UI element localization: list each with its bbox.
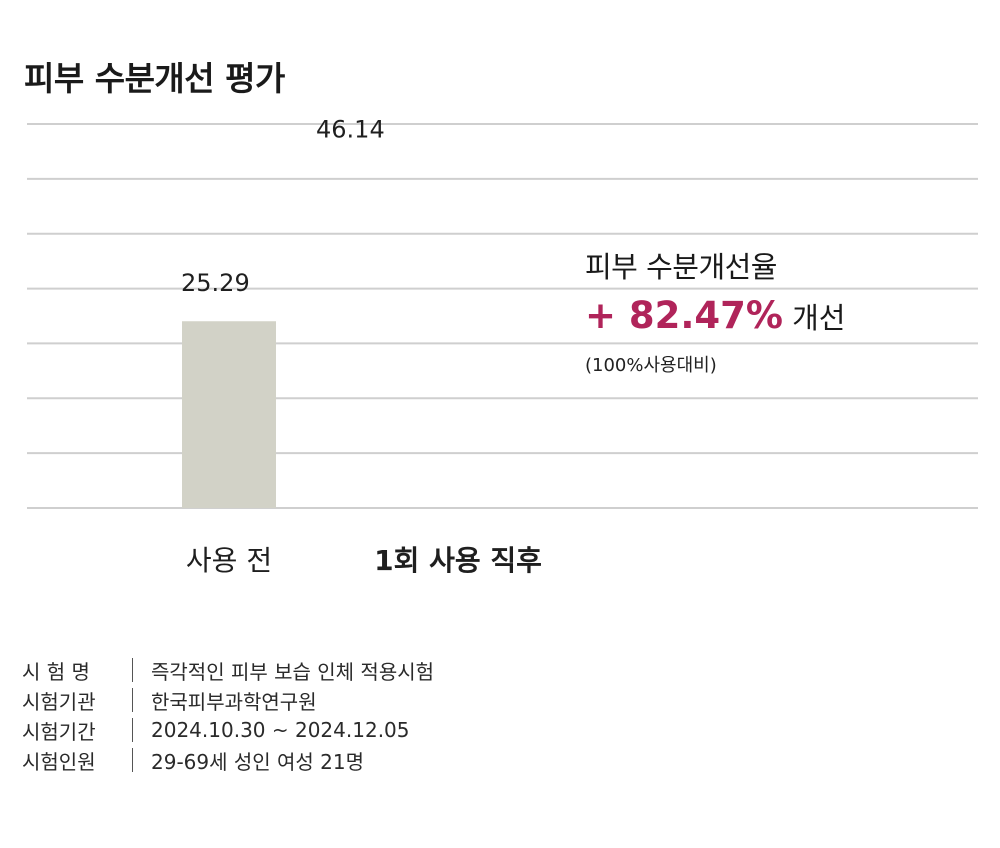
info-divider bbox=[132, 748, 133, 772]
info-row: 시험인원 29-69세 성인 여성 21명 bbox=[22, 745, 434, 775]
callout-row: + 82.47% 개선 bbox=[585, 294, 845, 337]
callout-note: (100%사용대비) bbox=[585, 355, 717, 376]
improvement-percent: + 82.47% bbox=[585, 294, 783, 337]
info-value: 2024.10.30 ~ 2024.12.05 bbox=[151, 718, 410, 742]
page-title: 피부 수분개선 평가 bbox=[24, 59, 285, 98]
info-key: 시 험 명 bbox=[22, 659, 90, 684]
improvement-callout: 피부 수분개선율 + 82.47% 개선 (100%사용대비) bbox=[585, 244, 845, 377]
info-value: 한국피부과학연구원 bbox=[151, 689, 317, 714]
category-label: 사용 전 bbox=[186, 544, 272, 577]
callout-title: 피부 수분개선율 bbox=[585, 250, 777, 284]
info-row: 시험기관 한국피부과학연구원 bbox=[22, 685, 434, 715]
info-value: 29-69세 성인 여성 21명 bbox=[151, 749, 365, 774]
info-divider bbox=[132, 688, 133, 712]
bar-before bbox=[182, 321, 276, 508]
bar-chart: 25.29 사용 전 46.14 1회 사용 직후 bbox=[27, 115, 978, 577]
info-key: 시험인원 bbox=[22, 749, 96, 774]
info-row: 시험기간 2024.10.30 ~ 2024.12.05 bbox=[22, 715, 434, 745]
info-key: 시험기관 bbox=[22, 689, 96, 714]
value-label: 46.14 bbox=[316, 115, 385, 143]
info-row: 시 험 명 즉각적인 피부 보습 인체 적용시험 bbox=[22, 655, 434, 685]
info-key: 시험기간 bbox=[22, 719, 96, 744]
value-label: 25.29 bbox=[181, 269, 250, 297]
info-divider bbox=[132, 718, 133, 742]
improvement-suffix: 개선 bbox=[792, 301, 846, 335]
category-label: 1회 사용 직후 bbox=[374, 544, 542, 577]
bar-after bbox=[305, 167, 399, 508]
test-info: 시 험 명 즉각적인 피부 보습 인체 적용시험 시험기관 한국피부과학연구원 … bbox=[22, 655, 434, 775]
info-value: 즉각적인 피부 보습 인체 적용시험 bbox=[151, 659, 435, 684]
info-divider bbox=[132, 658, 133, 682]
